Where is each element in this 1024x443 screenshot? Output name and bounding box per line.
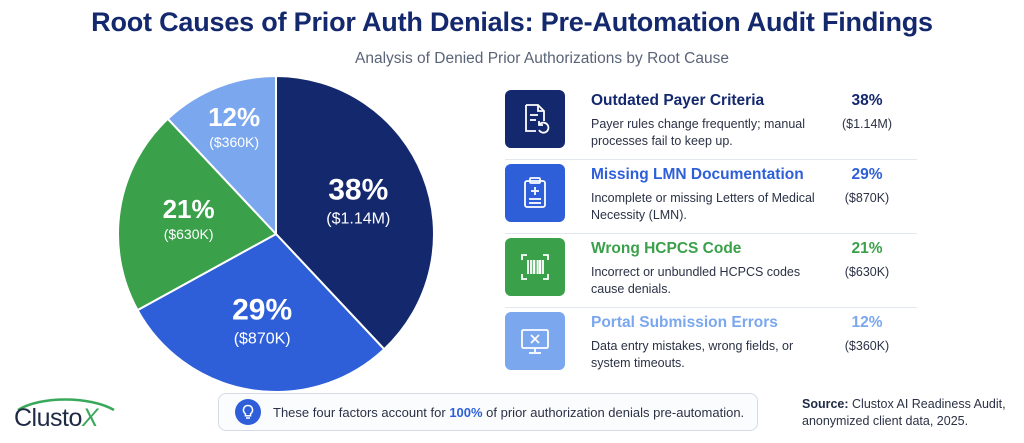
pie-slice-percentage-label: 12% — [208, 102, 260, 132]
legend-percentage: 21% — [851, 240, 883, 257]
pie-slice-percentage-label: 29% — [232, 293, 292, 326]
lightbulb-icon — [235, 399, 261, 425]
legend-title: Portal Submission Errors — [591, 314, 778, 331]
pie-slice-amount-label: ($870K) — [234, 330, 291, 347]
legend-title: Missing LMN Documentation — [591, 166, 804, 183]
clustox-logo: ClustoX — [10, 396, 120, 436]
summary-text: These four factors account for 100% of p… — [273, 404, 745, 420]
legend-amount: ($360K) — [844, 339, 890, 353]
legend-title: Wrong HCPCS Code — [591, 240, 742, 257]
legend-description: Data entry mistakes, wrong fields, or sy… — [591, 339, 794, 370]
legend-description: Payer rules change frequently; manual pr… — [591, 117, 806, 148]
legend-icon-box — [505, 238, 565, 296]
legend-icon-box — [505, 90, 565, 148]
pie-slice-amount-label: ($360K) — [209, 134, 259, 150]
source-note: Source: Clustox AI Readiness Audit, anon… — [802, 397, 1006, 428]
pie-chart: 38% ($1.14M) 29% ($870K) 21% ($630K) 12% ($360K… — [117, 74, 435, 393]
legend-item-outdated-payer-criteria: Outdated Payer Criteria Payer rules chan… — [505, 86, 917, 160]
legend-icon-box — [505, 164, 565, 222]
legend-item-portal-submission-errors: Portal Submission Errors Data entry mist… — [505, 308, 917, 382]
clipboard-medical-icon — [524, 177, 546, 208]
pie-slice-percentage-label: 38% — [328, 173, 388, 206]
chart-subtitle: Analysis of Denied Prior Authorizations … — [355, 50, 729, 67]
legend: Outdated Payer Criteria Payer rules chan… — [505, 86, 917, 382]
document-refresh-icon — [525, 104, 550, 134]
pie-slice-2 — [117, 117, 278, 312]
legend-item-missing-lmn-documentation: Missing LMN Documentation Incomplete or … — [505, 160, 917, 234]
summary-banner: These four factors account for 100% of p… — [218, 393, 758, 431]
pie-slice-3 — [166, 74, 277, 237]
legend-amount: ($870K) — [844, 191, 890, 205]
legend-percentage: 29% — [851, 166, 883, 183]
pie-slice-amount-label: ($630K) — [164, 226, 214, 242]
chart-title: Root Causes of Prior Auth Denials: Pre-A… — [91, 7, 933, 37]
legend-title: Outdated Payer Criteria — [591, 92, 765, 109]
pie-slice-1 — [136, 232, 386, 393]
legend-description: Incorrect or unbundled HCPCS codes cause… — [591, 265, 801, 296]
legend-icon-box — [505, 312, 565, 370]
pie-slice-0 — [275, 74, 435, 351]
logo-swoosh-icon — [17, 398, 115, 412]
monitor-error-icon — [521, 329, 549, 354]
legend-percentage: 12% — [851, 314, 883, 331]
barcode-scan-icon — [521, 254, 549, 280]
legend-amount: ($630K) — [844, 265, 890, 279]
logo-text: ClustoX — [14, 404, 99, 432]
legend-amount: ($1.14M) — [841, 117, 893, 131]
pie-slice-percentage-label: 21% — [163, 194, 215, 224]
legend-percentage: 38% — [851, 92, 883, 109]
legend-item-wrong-hcpcs-code: Wrong HCPCS Code Incorrect or unbundled … — [505, 234, 917, 308]
legend-description: Incomplete or missing Letters of Medical… — [591, 191, 815, 222]
pie-slice-amount-label: ($1.14M) — [326, 210, 390, 227]
